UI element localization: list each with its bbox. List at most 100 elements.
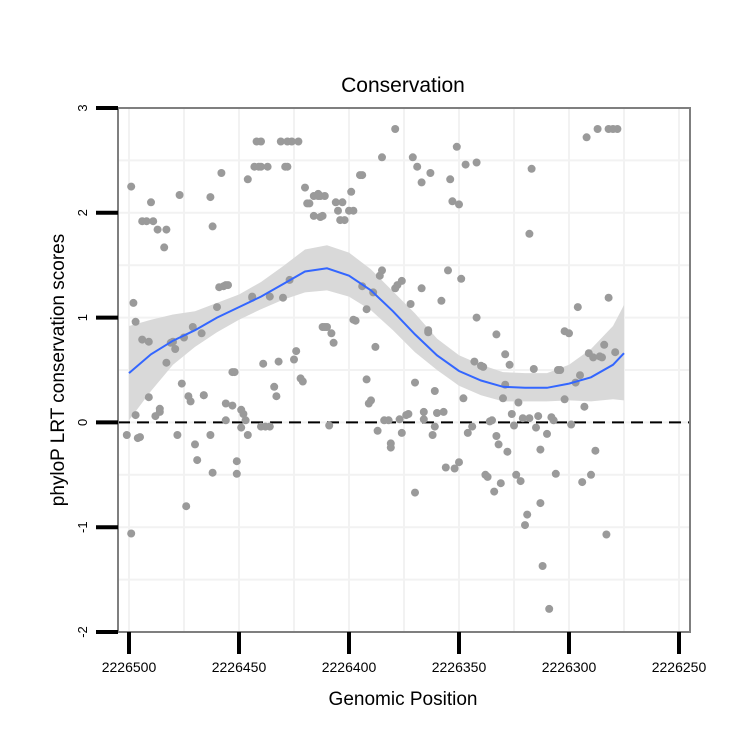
data-point	[521, 521, 529, 530]
y-tick-label: -2	[75, 626, 90, 638]
data-point	[127, 529, 136, 538]
data-point	[221, 399, 230, 408]
data-point	[419, 407, 428, 416]
data-point	[325, 421, 334, 430]
data-point	[411, 488, 419, 497]
data-point	[367, 396, 375, 405]
data-point	[279, 293, 287, 302]
data-point	[532, 423, 540, 432]
data-point	[144, 393, 153, 402]
data-point	[516, 477, 525, 486]
data-point	[232, 457, 241, 466]
data-point	[232, 469, 241, 478]
data-point	[578, 478, 587, 487]
data-point	[611, 348, 620, 357]
data-point	[239, 410, 248, 418]
data-point	[347, 187, 356, 196]
data-point	[257, 137, 265, 146]
data-point	[208, 468, 217, 477]
data-point	[155, 404, 164, 413]
x-tick-label: 2226400	[322, 659, 377, 675]
data-point	[351, 316, 360, 325]
data-point	[276, 137, 285, 146]
data-point	[298, 377, 307, 386]
data-point	[534, 412, 543, 421]
data-point	[523, 510, 532, 519]
data-point	[413, 162, 422, 171]
data-point	[149, 217, 158, 226]
data-point	[499, 394, 507, 403]
data-point	[549, 416, 558, 425]
data-point	[162, 225, 171, 234]
data-point	[338, 198, 347, 207]
data-point	[305, 199, 314, 208]
data-point	[593, 125, 602, 133]
data-point	[224, 281, 232, 290]
data-point	[397, 428, 406, 437]
data-point	[193, 456, 202, 465]
smooth-curve	[128, 267, 625, 389]
data-point	[127, 182, 136, 191]
data-point	[323, 323, 331, 331]
data-point	[472, 313, 481, 322]
data-point	[576, 371, 584, 380]
data-point	[373, 426, 382, 435]
data-point	[294, 137, 303, 146]
data-point	[507, 410, 516, 418]
data-point	[455, 200, 463, 209]
data-point	[417, 284, 426, 293]
data-point	[494, 440, 503, 449]
data-point	[122, 431, 131, 439]
data-point	[492, 432, 501, 440]
data-point	[191, 440, 199, 449]
data-point	[406, 300, 415, 308]
data-point	[144, 337, 153, 346]
data-point	[580, 402, 589, 411]
data-point	[529, 365, 538, 373]
data-point	[492, 330, 501, 339]
data-point	[433, 409, 441, 417]
data-point	[384, 416, 393, 425]
data-point	[536, 445, 545, 454]
data-point	[153, 225, 162, 234]
data-point	[455, 458, 463, 467]
x-tick-label: 2226250	[652, 659, 707, 675]
data-point	[292, 347, 301, 356]
data-point	[395, 415, 404, 424]
data-point	[518, 414, 527, 423]
y-axis-label: phyloP LRT conservation scores	[48, 234, 69, 507]
chart-title: Conservation	[341, 74, 465, 97]
data-point	[186, 397, 195, 406]
data-point	[287, 137, 296, 146]
data-point	[318, 211, 327, 220]
data-point	[147, 198, 155, 207]
data-point	[452, 142, 461, 151]
data-point	[378, 266, 386, 275]
data-point	[131, 317, 140, 326]
data-point	[437, 296, 446, 305]
data-point	[272, 392, 281, 401]
data-point	[419, 415, 428, 424]
data-point	[490, 487, 499, 496]
data-point	[228, 401, 237, 410]
data-point	[461, 160, 470, 169]
data-point	[444, 266, 452, 275]
data-point	[160, 243, 169, 252]
data-point	[525, 414, 534, 423]
data-point	[334, 206, 342, 215]
data-point	[567, 420, 576, 429]
data-point	[173, 431, 182, 439]
data-point	[483, 472, 492, 481]
data-point	[587, 470, 595, 479]
data-point	[479, 362, 488, 371]
data-point	[329, 338, 338, 347]
data-point	[129, 298, 138, 307]
data-point	[512, 470, 521, 479]
data-point	[450, 464, 459, 473]
x-axis: 2226500 2226450 2226400 2226350 2226300 22262…	[102, 632, 707, 675]
data-point	[197, 329, 206, 338]
data-point	[241, 416, 250, 425]
data-point	[274, 357, 283, 366]
data-point	[404, 410, 413, 418]
